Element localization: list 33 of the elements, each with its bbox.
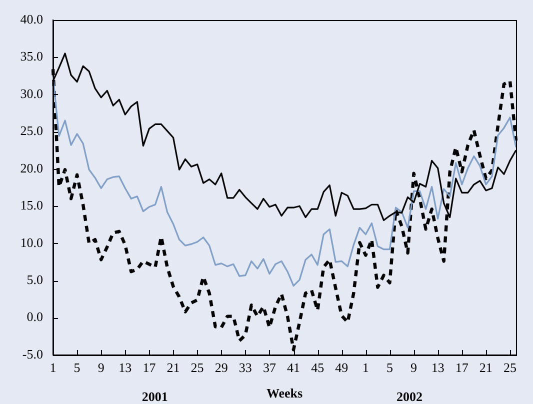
x-tick-label: 41 <box>287 360 300 376</box>
y-tick-label: 40.0 <box>20 11 43 26</box>
y-tick-label: 30.0 <box>20 86 43 101</box>
x-tick-label: 21 <box>479 360 492 376</box>
y-tick-label: -5.0 <box>22 346 43 362</box>
y-tick-label: 0.0 <box>26 309 43 324</box>
x-axis-title: Weeks <box>266 386 303 401</box>
y-tick-label: 15.0 <box>20 198 43 213</box>
y-tick-label: 5.0 <box>26 272 43 287</box>
x-tick-label: 25 <box>503 360 516 376</box>
x-tick-label: 21 <box>166 360 180 376</box>
y-tick-label: 10.0 <box>20 234 43 250</box>
x-tick-label: 25 <box>190 360 204 376</box>
x-tick-label: 33 <box>238 360 252 376</box>
x-tick-label: 9 <box>410 360 418 376</box>
x-tick-label: 1 <box>362 360 369 376</box>
x-tick-label: 1 <box>50 360 56 376</box>
x-tick-label: 9 <box>98 360 104 376</box>
x-tick-label: 13 <box>431 360 444 376</box>
x-tick-label: 29 <box>214 360 228 376</box>
x-tick-label: 37 <box>262 360 276 376</box>
x-tick-label: 49 <box>335 360 348 376</box>
y-tick-label: 25.0 <box>20 123 43 138</box>
text: 2002 <box>396 389 423 404</box>
x-tick-label: 45 <box>311 360 324 376</box>
x-tick-label: 5 <box>386 360 393 376</box>
x-tick-label: 13 <box>118 360 132 376</box>
y-tick-label: 35.0 <box>20 48 43 64</box>
x-tick-label: 5 <box>74 360 80 376</box>
text: 2001 <box>142 389 168 404</box>
x-tick-label: 17 <box>142 360 156 376</box>
y-tick-label: 20.0 <box>20 160 43 176</box>
x-tick-label: 17 <box>455 360 469 376</box>
